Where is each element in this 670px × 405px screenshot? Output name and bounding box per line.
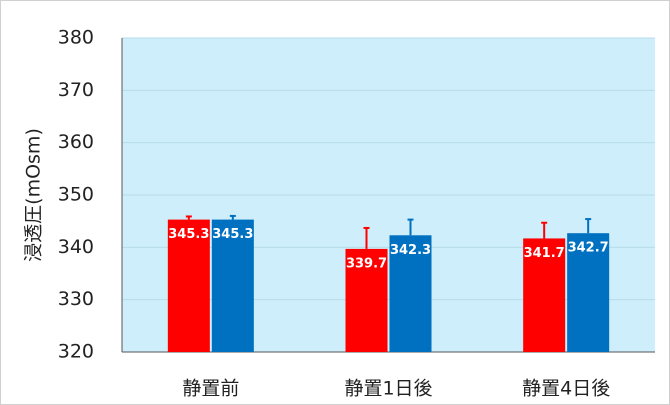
data-label: 345.3: [212, 227, 253, 242]
y-tick-label: 370: [58, 79, 94, 101]
y-tick-label: 340: [58, 236, 94, 258]
y-axis-label: 浸透圧(mOsm): [23, 128, 45, 262]
y-tick-label: 330: [58, 288, 94, 310]
y-tick-label: 350: [58, 184, 94, 206]
data-label: 342.3: [390, 243, 431, 258]
y-tick-label: 320: [58, 341, 94, 363]
x-tick-label: 静置前: [182, 378, 239, 400]
y-tick-label: 380: [58, 27, 94, 49]
bar: [523, 238, 566, 352]
bar: [211, 219, 254, 352]
data-label: 341.7: [524, 246, 565, 261]
bar: [345, 248, 388, 352]
bar: [389, 235, 432, 352]
y-tick-label: 360: [58, 131, 94, 153]
x-tick-label: 静置1日後: [344, 378, 432, 400]
data-label: 342.7: [568, 241, 609, 256]
data-label: 339.7: [346, 256, 387, 271]
bar: [167, 219, 210, 352]
bar: [567, 233, 610, 352]
data-label: 345.3: [168, 227, 209, 242]
x-tick-label: 静置4日後: [522, 378, 610, 400]
